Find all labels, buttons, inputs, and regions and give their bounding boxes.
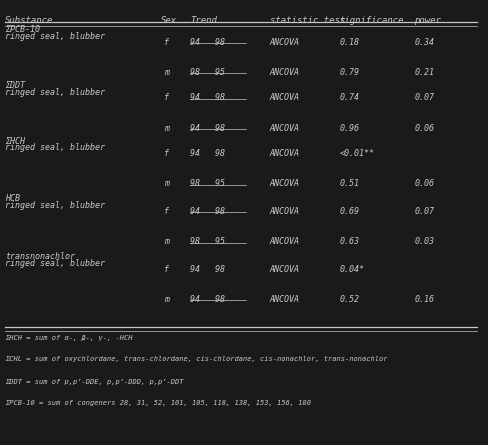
Text: 0.63: 0.63 (339, 237, 359, 246)
Text: Substance: Substance (5, 16, 53, 24)
Text: 0.16: 0.16 (413, 295, 433, 304)
Text: <0.01**: <0.01** (339, 149, 374, 158)
Text: ΣDDT: ΣDDT (5, 81, 25, 90)
Text: ΣPCB-10: ΣPCB-10 (5, 25, 40, 34)
Text: 0.74: 0.74 (339, 93, 359, 102)
Text: f: f (163, 38, 168, 47)
Text: ANCOVA: ANCOVA (269, 68, 299, 77)
Text: statistic test: statistic test (269, 16, 345, 24)
Text: 94   98: 94 98 (190, 124, 225, 133)
Text: ΣDDT = sum of p,p’-DDE, p,p’-DDD, p,p’-DDT: ΣDDT = sum of p,p’-DDE, p,p’-DDD, p,p’-D… (5, 379, 183, 385)
Text: 94   98: 94 98 (190, 295, 225, 304)
Text: 0.79: 0.79 (339, 68, 359, 77)
Text: Trend: Trend (190, 16, 217, 24)
Text: ANCOVA: ANCOVA (269, 124, 299, 133)
Text: ΣCHL = sum of oxychlordane, trans-chlordane, cis-chlordane, cis-nonachlor, trans: ΣCHL = sum of oxychlordane, trans-chlord… (5, 356, 386, 362)
Text: f: f (163, 149, 168, 158)
Text: 0.03: 0.03 (413, 237, 433, 246)
Text: 0.06: 0.06 (413, 124, 433, 133)
Text: 0.21: 0.21 (413, 68, 433, 77)
Text: 0.96: 0.96 (339, 124, 359, 133)
Text: ΣPCB-10 = sum of congeners 28, 31, 52, 101, 105, 118, 138, 153, 156, 180: ΣPCB-10 = sum of congeners 28, 31, 52, 1… (5, 400, 310, 406)
Text: ANCOVA: ANCOVA (269, 149, 299, 158)
Text: significance: significance (339, 16, 403, 24)
Text: 0.06: 0.06 (413, 179, 433, 188)
Text: 94   98: 94 98 (190, 207, 225, 216)
Text: 98   95: 98 95 (190, 179, 225, 188)
Text: 0.69: 0.69 (339, 207, 359, 216)
Text: 94   98: 94 98 (190, 38, 225, 47)
Text: 0.52: 0.52 (339, 295, 359, 304)
Text: ANCOVA: ANCOVA (269, 237, 299, 246)
Text: ringed seal, blubber: ringed seal, blubber (5, 201, 104, 210)
Text: m: m (163, 68, 168, 77)
Text: ΣHCH = sum of α-, β-, γ-, -HCH: ΣHCH = sum of α-, β-, γ-, -HCH (5, 335, 132, 340)
Text: 98   95: 98 95 (190, 68, 225, 77)
Text: m: m (163, 237, 168, 246)
Text: 0.07: 0.07 (413, 93, 433, 102)
Text: m: m (163, 179, 168, 188)
Text: HCB: HCB (5, 194, 20, 203)
Text: f: f (163, 207, 168, 216)
Text: 94   98: 94 98 (190, 265, 225, 274)
Text: 0.34: 0.34 (413, 38, 433, 47)
Text: 0.04*: 0.04* (339, 265, 364, 274)
Text: ANCOVA: ANCOVA (269, 207, 299, 216)
Text: f: f (163, 93, 168, 102)
Text: ΣHCH: ΣHCH (5, 137, 25, 146)
Text: 94   98: 94 98 (190, 149, 225, 158)
Text: ANCOVA: ANCOVA (269, 179, 299, 188)
Text: 0.51: 0.51 (339, 179, 359, 188)
Text: ringed seal, blubber: ringed seal, blubber (5, 259, 104, 268)
Text: m: m (163, 124, 168, 133)
Text: ringed seal, blubber: ringed seal, blubber (5, 88, 104, 97)
Text: Sex: Sex (161, 16, 177, 24)
Text: 0.07: 0.07 (413, 207, 433, 216)
Text: power: power (413, 16, 440, 24)
Text: 98   95: 98 95 (190, 237, 225, 246)
Text: ANCOVA: ANCOVA (269, 265, 299, 274)
Text: ringed seal, blubber: ringed seal, blubber (5, 143, 104, 152)
Text: 94   98: 94 98 (190, 93, 225, 102)
Text: 0.18: 0.18 (339, 38, 359, 47)
Text: ANCOVA: ANCOVA (269, 295, 299, 304)
Text: transnonachlor: transnonachlor (5, 252, 75, 261)
Text: m: m (163, 295, 168, 304)
Text: ANCOVA: ANCOVA (269, 93, 299, 102)
Text: f: f (163, 265, 168, 274)
Text: ANCOVA: ANCOVA (269, 38, 299, 47)
Text: ringed seal, blubber: ringed seal, blubber (5, 32, 104, 41)
